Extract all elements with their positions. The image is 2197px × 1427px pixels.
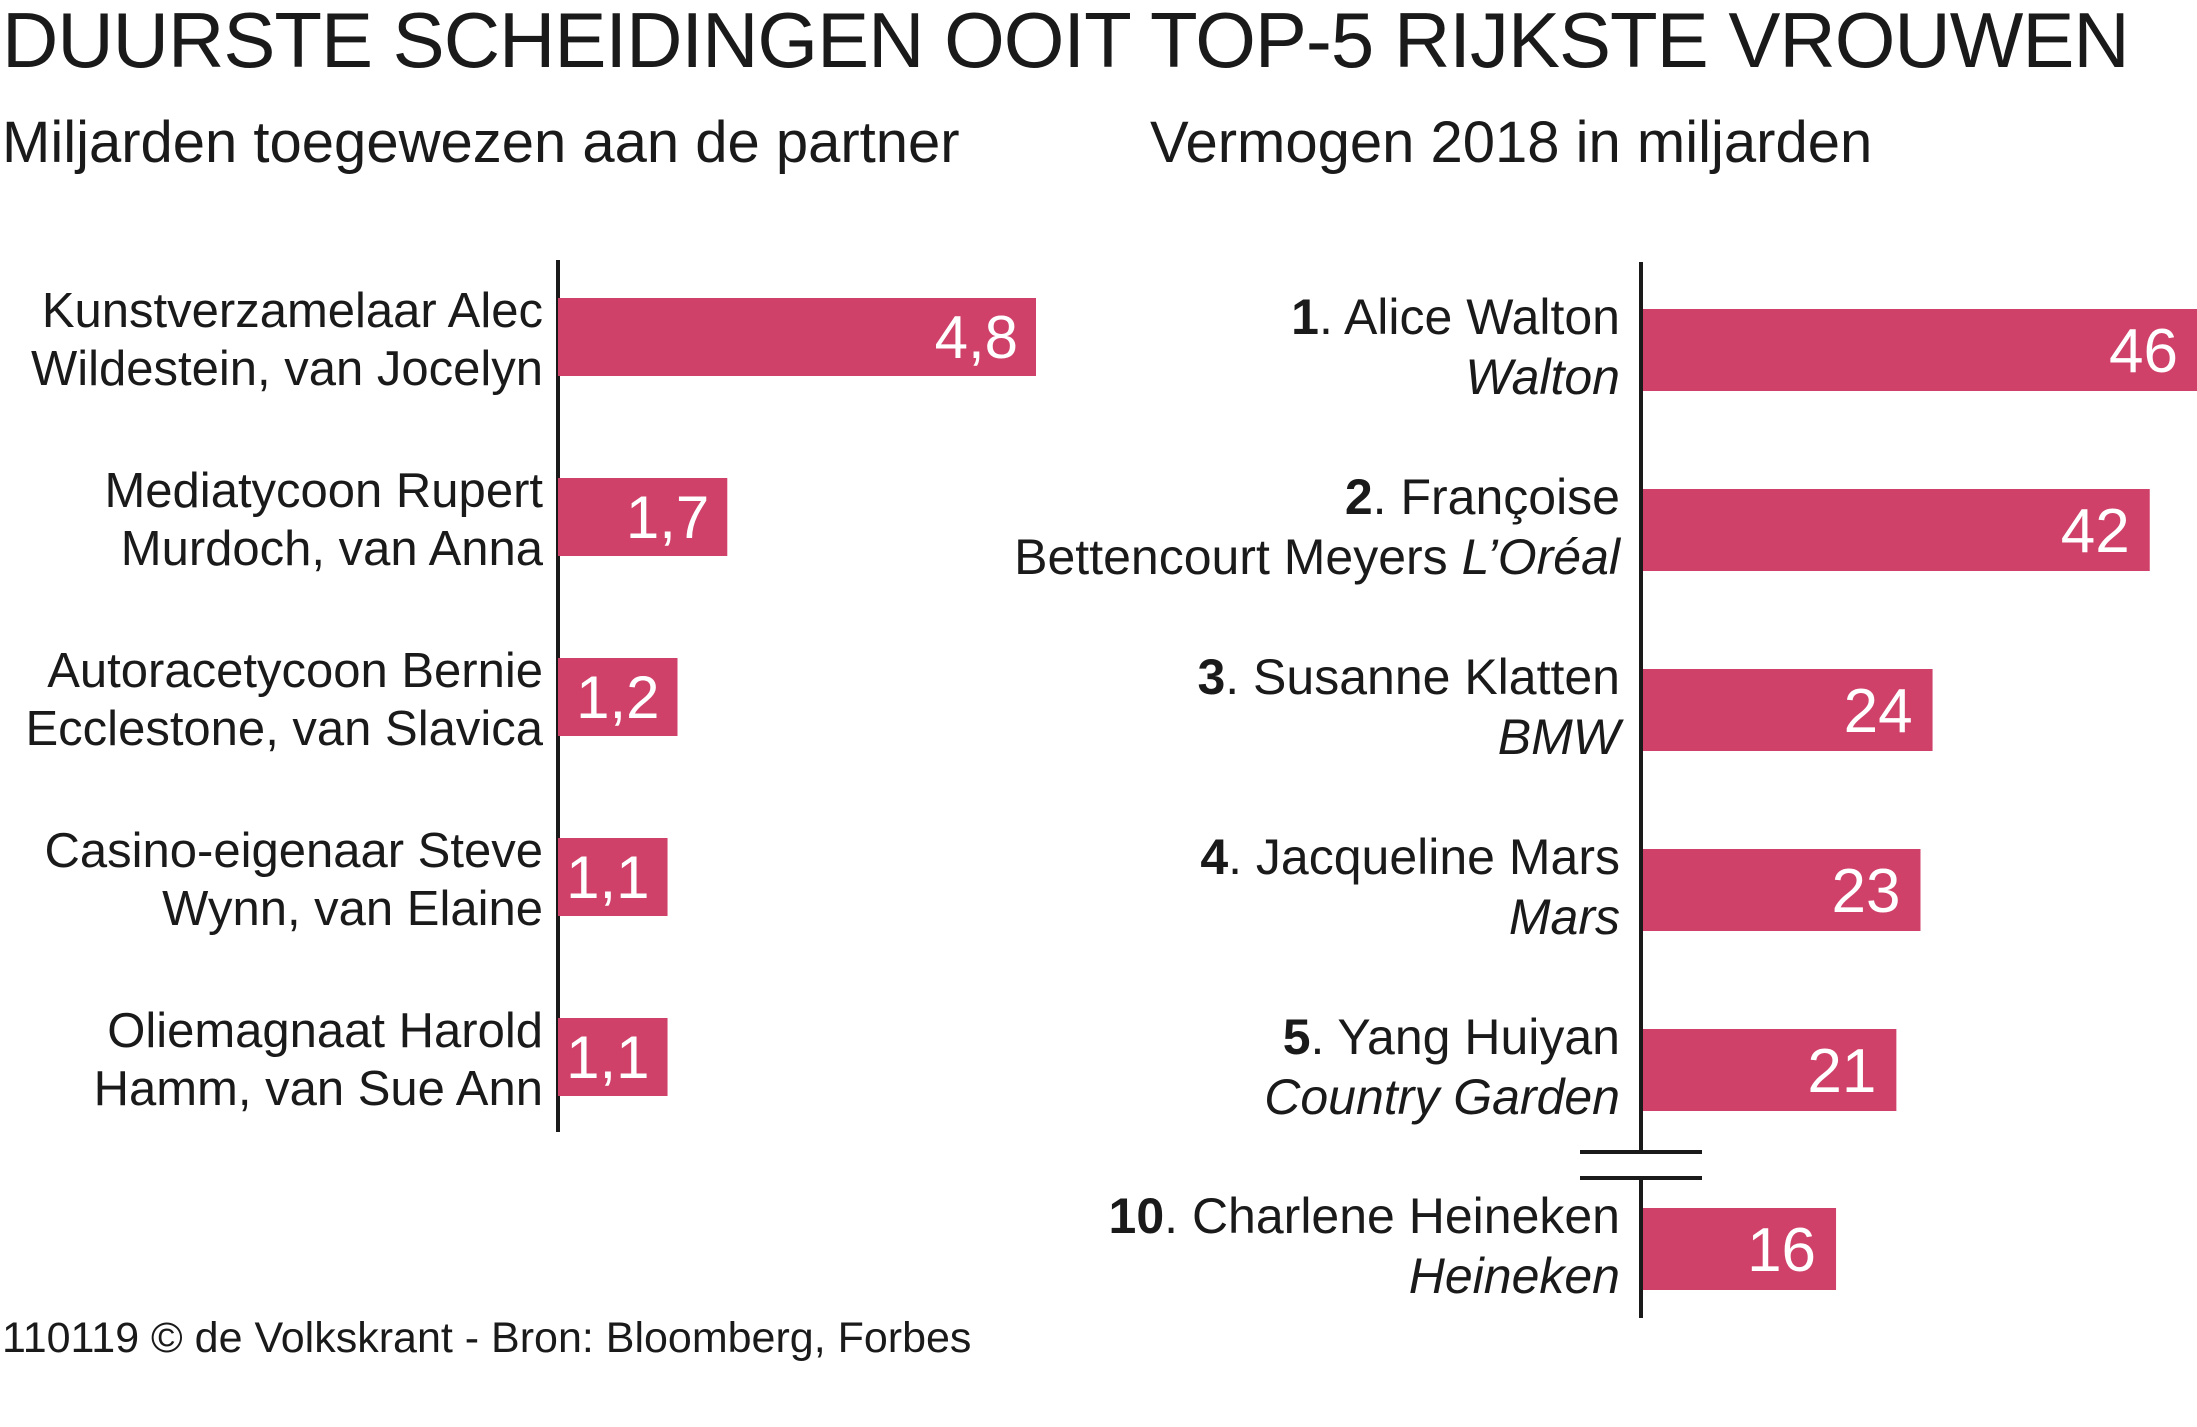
left-category-label: Oliemagnaat Harold — [107, 1004, 543, 1058]
right-person-label: 4. Jacqueline Mars — [1200, 829, 1620, 885]
left-bar-value-label: 1,1 — [566, 844, 649, 911]
right-company-label: Walton — [1465, 349, 1620, 405]
right-bar-value-label: 21 — [1807, 1037, 1876, 1106]
left-category-label: Casino-eigenaar Steve — [45, 824, 543, 878]
axis-break-gap — [1578, 1150, 1704, 1180]
right-bar-value-label: 23 — [1832, 857, 1901, 926]
right-bar-value-label: 46 — [2109, 317, 2178, 386]
right-company-label: Heineken — [1409, 1248, 1620, 1304]
left-category-label: Hamm, van Sue Ann — [94, 1062, 543, 1116]
right-bar — [1643, 309, 2197, 391]
left-bar — [558, 298, 1036, 376]
left-chart-subtitle: Miljarden toegewezen aan de partner — [2, 110, 960, 175]
left-chart-title: DUURSTE SCHEIDINGEN OOIT — [2, 0, 1132, 84]
right-company-label: Mars — [1509, 889, 1620, 945]
right-chart-title: TOP-5 RIJKSTE VROUWEN — [1150, 0, 2130, 84]
right-person-label: 5. Yang Huiyan — [1283, 1009, 1620, 1065]
right-bar — [1643, 489, 2150, 571]
right-company-label: BMW — [1498, 709, 1625, 765]
left-category-label: Wynn, van Elaine — [162, 882, 543, 936]
right-person-label: 3. Susanne Klatten — [1197, 649, 1620, 705]
left-bar-value-label: 4,8 — [935, 304, 1018, 371]
left-category-label: Mediatycoon Rupert — [104, 464, 543, 518]
right-bar — [1643, 849, 1921, 931]
left-bar-value-label: 1,2 — [576, 664, 659, 731]
right-bar-value-label: 24 — [1844, 677, 1913, 746]
left-bar — [558, 838, 668, 916]
right-bar — [1643, 669, 1933, 751]
right-bar — [1643, 1208, 1837, 1290]
source-credit: 110119 © de Volkskrant - Bron: Bloomberg… — [2, 1314, 972, 1362]
right-chart-subtitle: Vermogen 2018 in miljarden — [1150, 110, 1873, 175]
left-bar — [558, 658, 678, 736]
left-bar-value-label: 1,7 — [626, 484, 709, 551]
right-person-label: 2. Françoise — [1345, 469, 1620, 525]
left-category-label: Ecclestone, van Slavica — [26, 702, 544, 756]
right-person-label: Bettencourt Meyers L’Oréal — [1014, 529, 1622, 585]
left-category-label: Kunstverzamelaar Alec — [42, 284, 543, 338]
left-bar-value-label: 1,1 — [566, 1024, 649, 1091]
right-person-label: 10. Charlene Heineken — [1109, 1188, 1620, 1244]
right-bar-value-label: 42 — [2061, 497, 2130, 566]
right-person-label: 1. Alice Walton — [1291, 289, 1620, 345]
left-category-label: Wildestein, van Jocelyn — [31, 342, 543, 396]
right-company-label: Country Garden — [1264, 1069, 1620, 1125]
left-category-label: Autoracetycoon Bernie — [47, 644, 543, 698]
left-category-label: Murdoch, van Anna — [121, 522, 544, 576]
right-bar-value-label: 16 — [1747, 1216, 1816, 1285]
left-bar — [558, 478, 728, 556]
left-bar — [558, 1018, 668, 1096]
right-bar — [1643, 1029, 1897, 1111]
